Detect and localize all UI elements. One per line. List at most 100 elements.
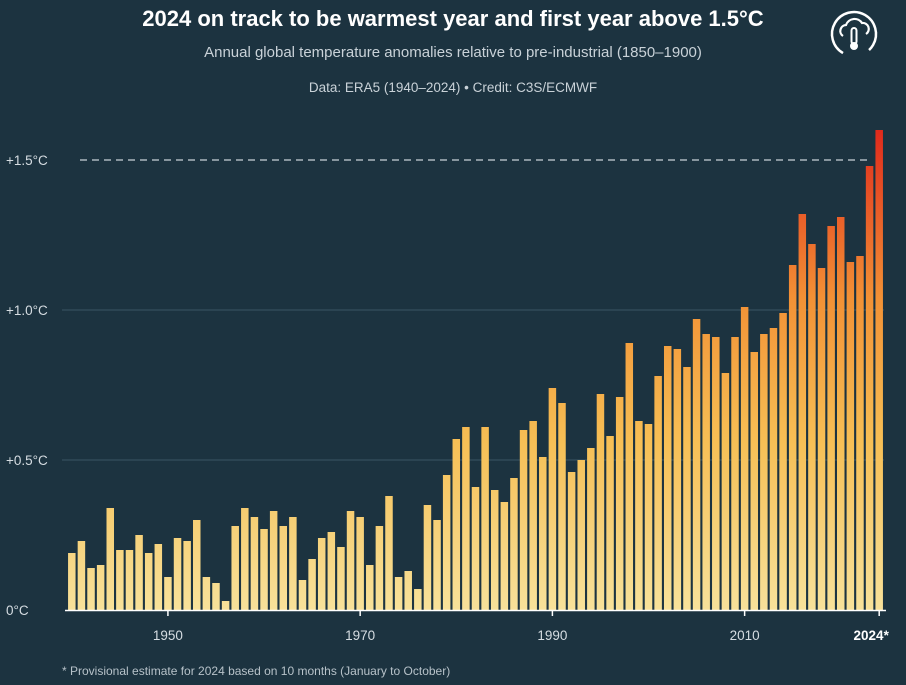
footnote: * Provisional estimate for 2024 based on… [62, 664, 451, 678]
bar-1970 [356, 517, 364, 610]
bar-1973 [385, 496, 393, 610]
bar-2010 [740, 307, 749, 610]
bar-2020 [836, 217, 845, 610]
bar-1987 [519, 430, 528, 610]
bar-2012 [760, 334, 768, 610]
bar-1969 [346, 511, 355, 610]
bar-2017 [808, 244, 816, 610]
y-tick-label: +1.5°C [6, 153, 48, 168]
x-tick-label: 2010 [730, 628, 760, 643]
bar-1950 [164, 577, 172, 610]
bar-1977 [423, 505, 432, 610]
bar-1967 [327, 532, 336, 610]
bar-1982 [471, 487, 480, 610]
bar-1945 [116, 550, 124, 610]
bar-1948 [144, 553, 153, 610]
bar-2019 [827, 226, 835, 610]
bar-2011 [750, 352, 758, 610]
bar-1947 [135, 535, 143, 610]
bar-1985 [500, 502, 509, 610]
y-tick-label: +0.5°C [6, 453, 48, 468]
y-tick-label: 0°C [6, 603, 29, 618]
bar-1988 [529, 421, 537, 610]
bar-2015 [788, 265, 797, 610]
bar-1943 [96, 565, 105, 610]
bar-1972 [375, 526, 384, 610]
bar-1975 [404, 571, 412, 610]
bar-1976 [414, 589, 422, 610]
bar-1954 [202, 577, 211, 610]
bar-1963 [289, 517, 297, 610]
bar-1946 [125, 550, 134, 610]
bar-1995 [596, 394, 605, 610]
bar-1962 [279, 526, 288, 610]
bar-2014 [779, 313, 787, 610]
bar-1952 [183, 541, 191, 610]
bar-2013 [769, 328, 778, 610]
bar-2003 [673, 349, 682, 610]
x-tick-label: 1970 [345, 628, 375, 643]
bar-2001 [654, 376, 662, 610]
chart-credit: Data: ERA5 (1940–2024) • Credit: C3S/ECM… [308, 80, 598, 95]
bar-1974 [394, 577, 403, 610]
x-tick-label: 2024* [854, 628, 890, 643]
bar-1949 [154, 544, 163, 610]
bar-2021 [846, 262, 855, 610]
bar-1957 [231, 526, 239, 610]
bar-1953 [193, 520, 201, 610]
bar-1940 [68, 553, 76, 610]
bar-1964 [298, 580, 307, 610]
chart-subtitle: Annual global temperature anomalies rela… [204, 44, 702, 61]
bar-1989 [539, 457, 547, 610]
bar-1980 [452, 439, 461, 610]
bar-2023 [865, 166, 874, 610]
bar-1986 [510, 478, 518, 610]
bar-2022 [856, 256, 864, 610]
bar-2004 [683, 367, 691, 610]
bar-1994 [587, 448, 595, 610]
bar-1997 [615, 397, 624, 610]
bar-1958 [241, 508, 249, 610]
bar-1971 [366, 565, 374, 610]
bar-1942 [87, 568, 95, 610]
bar-1955 [212, 583, 220, 610]
chart-title: 2024 on track to be warmest year and fir… [142, 6, 764, 31]
bar-1999 [635, 421, 643, 610]
bar-2008 [721, 373, 730, 610]
bar-2007 [712, 337, 720, 610]
bar-2024 [875, 130, 883, 610]
bar-2002 [663, 346, 672, 610]
cloud-thermometer-icon [830, 10, 878, 58]
bar-1978 [433, 520, 441, 610]
y-tick-label: +1.0°C [6, 303, 48, 318]
bar-1979 [442, 475, 451, 610]
bar-2018 [817, 268, 826, 610]
bar-1956 [221, 601, 230, 610]
bar-1984 [490, 490, 499, 610]
bar-1941 [77, 541, 86, 610]
bar-1944 [106, 508, 115, 610]
bar-1993 [577, 460, 585, 610]
bar-2009 [731, 337, 739, 610]
bar-1960 [260, 529, 268, 610]
bar-1996 [606, 436, 614, 610]
bar-2005 [692, 319, 701, 610]
bar-1961 [269, 511, 278, 610]
bar-1951 [173, 538, 182, 610]
bar-1990 [548, 388, 557, 610]
bar-2006 [702, 334, 710, 610]
bar-1998 [625, 343, 634, 610]
bar-1968 [337, 547, 345, 610]
x-tick-label: 1950 [153, 628, 183, 643]
bar-1966 [317, 538, 326, 610]
bar-2000 [644, 424, 653, 610]
bar-1983 [481, 427, 489, 610]
bar-1981 [462, 427, 470, 610]
bar-1959 [250, 517, 259, 610]
bar-1991 [558, 403, 566, 610]
bar-1992 [567, 472, 576, 610]
bar-2016 [798, 214, 807, 610]
x-tick-label: 1990 [537, 628, 567, 643]
bar-1965 [308, 559, 316, 610]
